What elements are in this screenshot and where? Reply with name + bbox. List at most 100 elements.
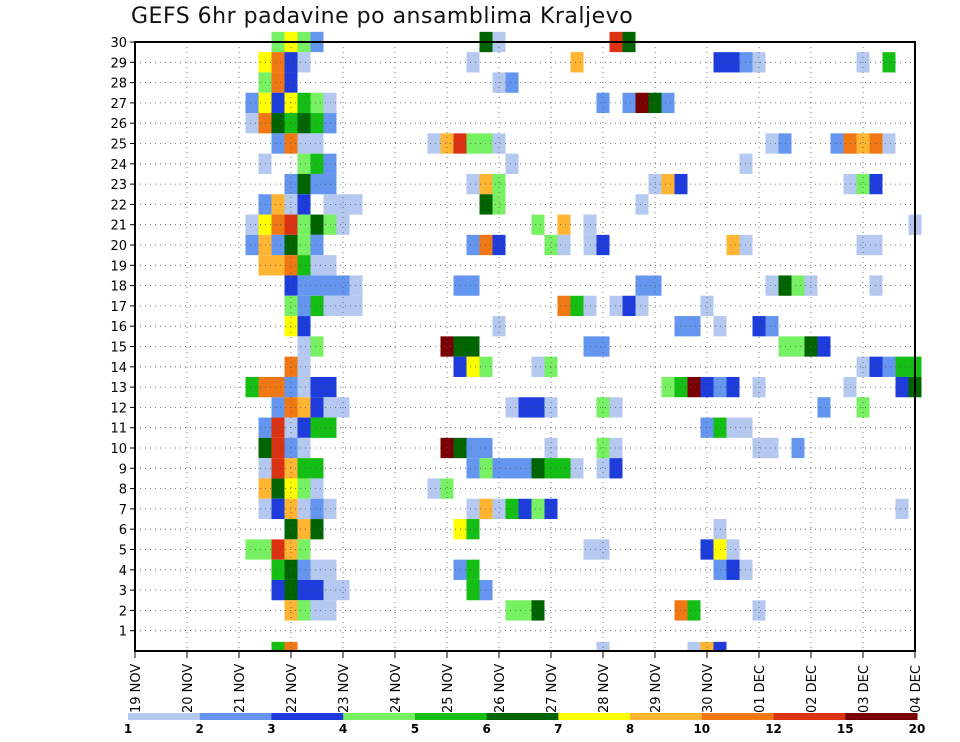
legend-label: 10 [693,722,710,736]
y-tick-label: 26 [110,117,127,132]
heatmap-cell [297,255,311,276]
heatmap-cell [635,92,649,114]
heatmap-cell [557,234,571,256]
heatmap-cell [297,234,311,256]
heatmap-cell [492,173,506,195]
heatmap-cell [297,376,311,398]
heatmap-cell [310,478,324,499]
heatmap-cell [492,234,506,256]
heatmap-cell [271,478,285,499]
heatmap-cell [713,641,727,651]
y-tick-label: 3 [119,584,127,599]
heatmap-cell [622,92,636,114]
heatmap-cell [505,397,519,418]
heatmap-cell [596,336,610,357]
heatmap-cell [310,275,324,296]
heatmap-cell [596,641,610,651]
heatmap-cell [856,173,870,195]
heatmap-cell [726,376,740,398]
heatmap-cell [297,133,311,154]
heatmap-cell [271,376,285,398]
heatmap-cell [297,437,311,459]
heatmap-cell [271,255,285,276]
heatmap-cell [271,92,285,114]
y-tick-label: 2 [119,604,127,619]
heatmap-cell [271,458,285,479]
y-tick-label: 23 [110,178,127,193]
heatmap-cell [336,579,350,601]
x-tick-label: 02 DEC [805,665,820,713]
heatmap-cell [557,458,571,479]
heatmap-cell [596,458,610,479]
heatmap-cell [856,234,870,256]
heatmap-cell [726,417,740,438]
heatmap-cell [596,539,610,560]
legend-label: 5 [411,722,419,736]
heatmap-cell [297,52,311,73]
heatmap-cell [466,133,480,154]
heatmap-cell [310,295,324,317]
y-tick-label: 30 [110,36,127,51]
x-tick-label: 24 NOV [389,664,404,713]
heatmap-cell [765,275,779,296]
heatmap-cell [635,295,649,317]
heatmap-cell [271,498,285,520]
x-tick-label: 25 NOV [441,664,456,713]
heatmap-cell [297,173,311,195]
heatmap-cell [531,397,545,418]
heatmap-cell [700,641,714,651]
heatmap-cell [466,559,480,580]
heatmap-cell [570,52,584,73]
legend-swatch [486,713,559,720]
heatmap-cell [297,356,311,377]
y-tick-label: 25 [110,138,127,153]
heatmap-cell [700,295,714,317]
legend-label: 4 [339,722,347,736]
y-tick-label: 10 [110,442,127,457]
heatmap-cell [297,194,311,215]
heatmap-cell [245,539,259,560]
heatmap-cell [310,336,324,357]
heatmap-cell [661,92,675,114]
y-tick-label: 6 [119,523,127,538]
heatmap-cell [310,559,324,580]
heatmap-cell [245,92,259,114]
y-tick-label: 12 [110,401,127,416]
legend-swatch [558,713,631,720]
heatmap-cell [505,72,519,93]
heatmap-cell [687,376,701,398]
heatmap-cell [271,72,285,93]
heatmap-cell [271,437,285,459]
legend-label: 1 [124,722,132,736]
heatmap-cell [271,194,285,215]
y-tick-label: 19 [110,259,127,274]
heatmap-cell [661,376,675,398]
y-tick-label: 18 [110,280,127,295]
heatmap-cell [297,214,311,235]
x-tick-label: 03 DEC [857,665,872,713]
heatmap-cell [310,376,324,398]
heatmap-cell [492,498,506,520]
heatmap-cell [466,498,480,520]
heatmap-cell [882,356,896,377]
heatmap-cell [297,295,311,317]
heatmap-cell [635,194,649,215]
legend-swatch [128,713,201,720]
heatmap-cell [765,133,779,154]
heatmap-cell [336,194,350,215]
heatmap-cell [830,133,844,154]
heatmap-cell [557,214,571,235]
y-tick-label: 29 [110,56,127,71]
heatmap-cell [856,133,870,154]
heatmap-cell [310,173,324,195]
heatmap-cell [895,498,909,520]
y-tick-label: 15 [110,341,127,356]
heatmap-cell [336,295,350,317]
heatmap-cell [765,437,779,459]
heatmap-cell [791,336,805,357]
heatmap-cell [635,275,649,296]
heatmap-cell [245,214,259,235]
heatmap-cell [440,336,454,357]
y-tick-label: 9 [119,462,127,477]
heatmap-cell [687,316,701,337]
